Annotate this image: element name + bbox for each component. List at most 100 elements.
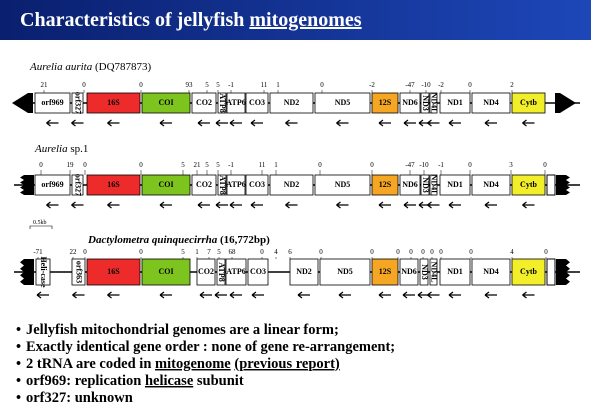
bullet-part: orf327: unknown	[26, 390, 133, 406]
gene-label: ND1	[447, 180, 463, 189]
spacer-number: 4	[510, 248, 514, 256]
gene	[86, 92, 141, 114]
gene-label: CO2	[196, 180, 212, 189]
gene	[269, 92, 314, 114]
strand-arrow	[336, 201, 349, 209]
spacer-number: 0	[318, 161, 322, 169]
spacer-number: 0	[319, 248, 323, 256]
end-right	[560, 93, 576, 113]
strand-arrow	[215, 201, 228, 209]
strand-arrow	[336, 119, 349, 127]
bullet-part: Jellyfish mitochondrial genomes are a li…	[26, 322, 339, 338]
strand-arrow	[107, 291, 120, 299]
spacer-number: 5	[217, 248, 221, 256]
gene	[226, 92, 246, 114]
bullet: orf969: replication helicase subunit	[26, 373, 244, 389]
spacer-number: 0	[139, 248, 143, 256]
gene-label: ND4L	[430, 175, 439, 196]
spacer-number: 0	[83, 161, 87, 169]
gene-label: ND4	[483, 180, 499, 189]
gene-label: orf969	[41, 98, 63, 107]
gene-label: Cytb	[520, 180, 537, 189]
spacer-number: 0	[543, 161, 547, 169]
spacer-number: 0	[320, 81, 324, 89]
gene-label: ND5	[337, 267, 353, 276]
strand-arrow	[484, 201, 497, 209]
strand-arrow	[199, 291, 212, 299]
gene	[511, 92, 546, 114]
track-name: Aurelia sp.1	[34, 143, 88, 155]
spacer-number: 0	[82, 81, 86, 89]
title-part: Characteristics of jellyfish	[20, 9, 249, 31]
spacer-number: -10	[421, 81, 431, 89]
strand-arrow	[378, 119, 391, 127]
bullet-dot: •	[16, 356, 21, 372]
gene	[429, 92, 438, 114]
gene-label: CO3	[249, 98, 265, 107]
strand-arrow	[427, 119, 440, 127]
gene-label: ND3	[421, 177, 430, 193]
gene-label: 16S	[107, 98, 120, 107]
spacer-number: 0	[260, 248, 264, 256]
gene-label: ND1	[447, 98, 463, 107]
strand-arrow	[46, 201, 59, 209]
spacer-number: 5	[205, 161, 209, 169]
accession: (16,772bp)	[217, 234, 270, 246]
gene-label: orf327	[74, 174, 83, 196]
gene	[71, 174, 84, 196]
track-name: Dactylometra quinquecirrha (16,772bp)	[87, 234, 270, 246]
spacer-number: 1	[195, 248, 199, 256]
gene	[225, 258, 247, 286]
gene	[217, 92, 227, 114]
strand-arrow	[71, 201, 84, 209]
gene	[34, 174, 71, 196]
gene	[429, 174, 438, 196]
species: Dactylometra quinquecirrha	[87, 234, 218, 246]
spacer-number: 5	[216, 161, 220, 169]
spacer-number: 19	[67, 161, 75, 169]
telomere-teeth	[20, 259, 24, 285]
gene-label: ATP8	[218, 93, 227, 112]
spacer-number: 11	[261, 81, 268, 89]
gene-label: ND4L	[430, 262, 439, 283]
spacer-number: 22	[70, 248, 78, 256]
gene-label: 12S	[379, 267, 392, 276]
spacer-number: 4	[274, 248, 278, 256]
gene-label: ND3	[420, 264, 429, 280]
strand-arrow	[159, 119, 172, 127]
gene	[439, 174, 471, 196]
strand-arrow	[250, 119, 263, 127]
gene	[429, 258, 438, 286]
spacer-number: -71	[33, 248, 43, 256]
bullet-part: Exactly identical gene order : none of g…	[26, 339, 395, 355]
bullet-dot: •	[16, 322, 21, 338]
track-name: Aurelia aurita (DQ787873)	[29, 61, 152, 73]
bullet-part: 2 tRNA are coded in	[26, 356, 155, 372]
strand-arrow	[338, 291, 351, 299]
gene	[269, 174, 314, 196]
gene-label: orf969	[41, 180, 63, 189]
gene-label: ND6	[401, 267, 417, 276]
gene-label: ND2	[284, 180, 300, 189]
strand-arrow	[159, 201, 172, 209]
spacer-number: 0	[421, 248, 425, 256]
strand-arrow	[297, 291, 310, 299]
gene-label: CO2	[198, 267, 214, 276]
strand-arrow	[427, 201, 440, 209]
gene	[439, 92, 471, 114]
spacer-number: 0	[439, 248, 443, 256]
spacer-number: 21	[41, 81, 49, 89]
gene	[245, 92, 269, 114]
gene-label: ND4	[483, 267, 499, 276]
gene	[511, 258, 546, 286]
gene	[439, 258, 471, 286]
gene	[471, 92, 511, 114]
spacer-number: -1	[228, 81, 234, 89]
gene-label: Cytb	[520, 98, 537, 107]
telomere-teeth	[566, 175, 570, 195]
gene	[471, 174, 511, 196]
spacer-number: 0	[370, 161, 374, 169]
spacer-number: 0	[39, 161, 43, 169]
spacer-number: 2	[510, 81, 514, 89]
